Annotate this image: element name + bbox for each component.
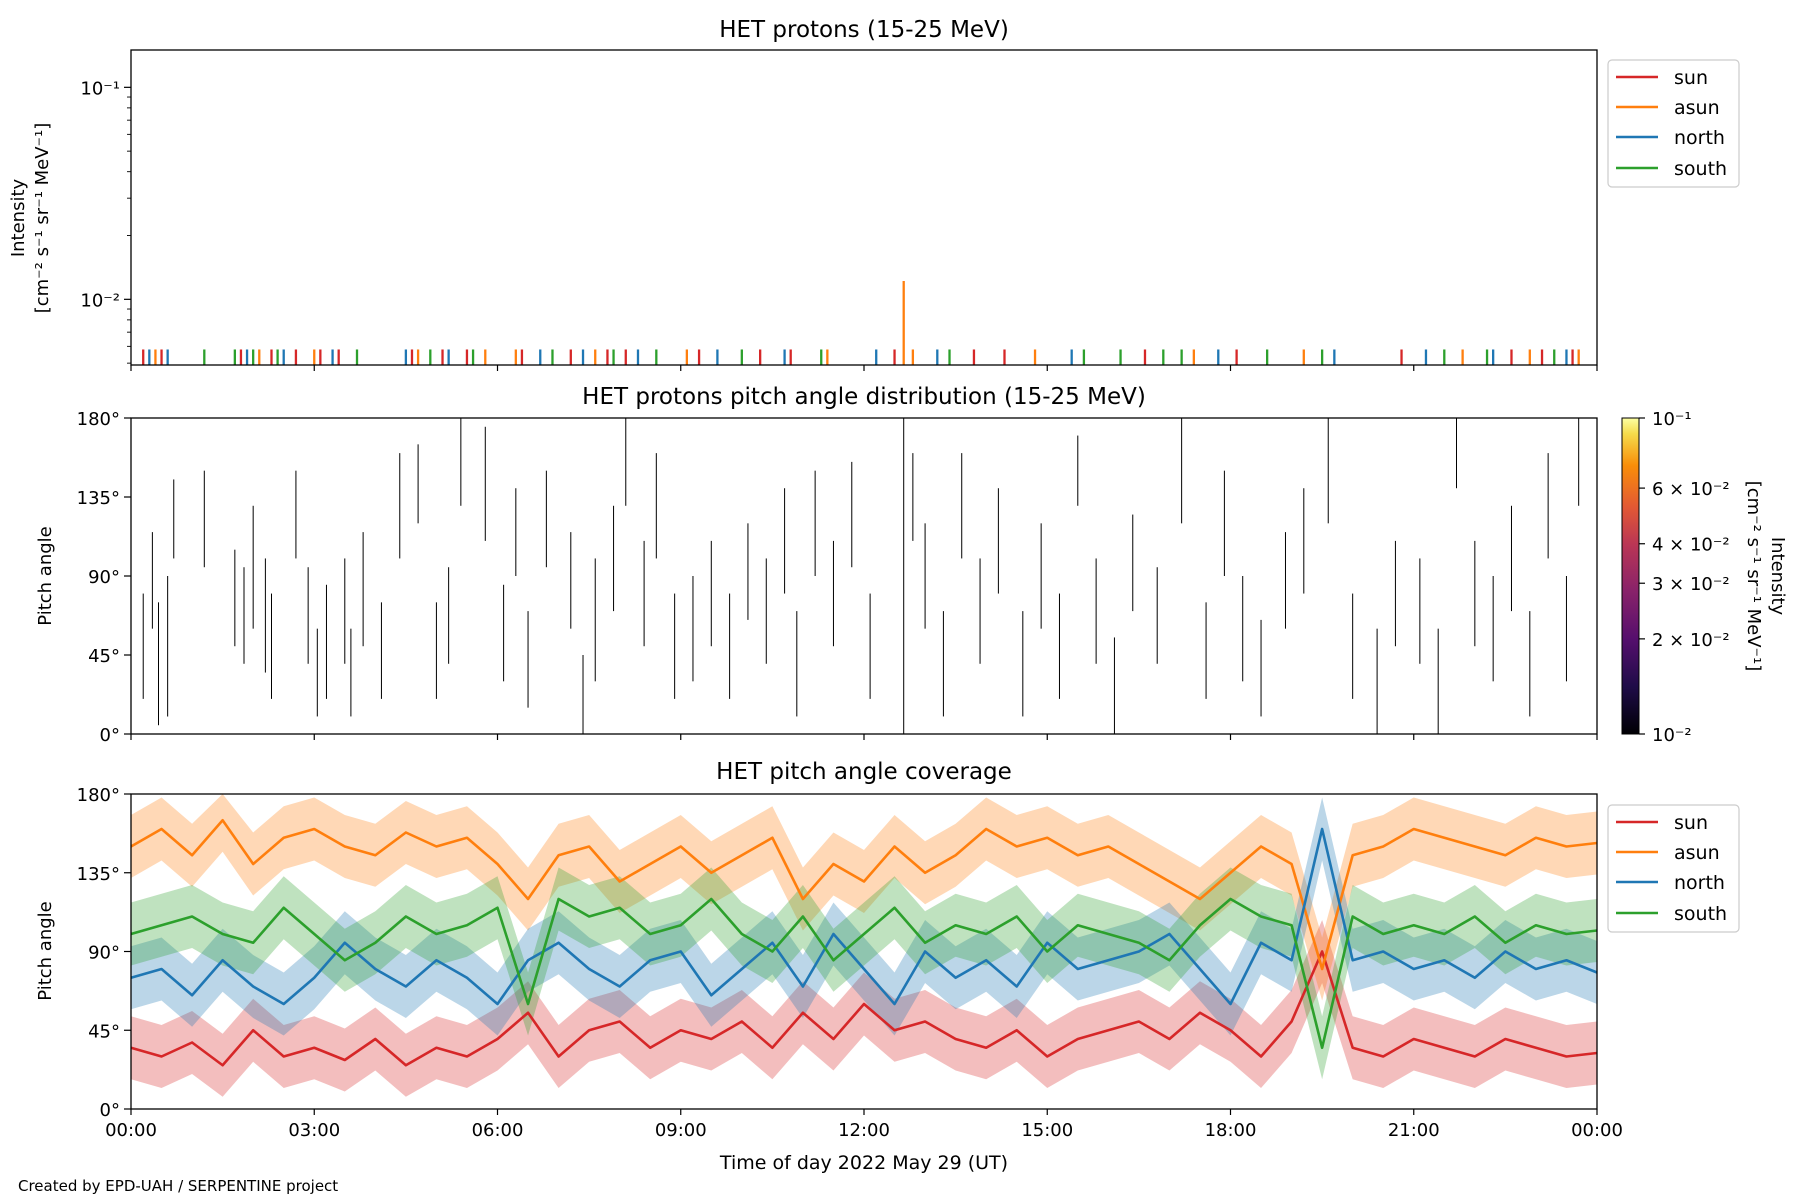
colorbar-label-line2: [cm⁻² s⁻¹ sr⁻¹ MeV⁻¹]	[1743, 481, 1764, 672]
panel-coverage: HET pitch angle coverage Pitch angle 0° 4…	[35, 759, 1739, 1121]
y-tick-label: 135°	[77, 488, 120, 509]
y-tick-label: 0°	[100, 725, 120, 746]
y-tick-label: 10⁻¹	[80, 78, 120, 99]
legend3-label-sun: sun	[1674, 812, 1708, 834]
y-tick-label: 135°	[77, 864, 120, 885]
panel2-ylabel: Pitch angle	[35, 526, 56, 625]
colorbar-label: Intensity [cm⁻² s⁻¹ sr⁻¹ MeV⁻¹]	[1743, 481, 1788, 672]
x-tick-label: 03:00	[288, 1120, 340, 1141]
panel-intensity: HET protons (15-25 MeV) Intensity [cm⁻² …	[8, 17, 1739, 365]
x-tick-label: 06:00	[472, 1120, 524, 1141]
panel2-title: HET protons pitch angle distribution (15…	[582, 384, 1146, 410]
colorbar-label-line1: Intensity	[1767, 537, 1788, 616]
legend1-label-north: north	[1674, 127, 1725, 149]
x-tick-label: 18:00	[1205, 1120, 1257, 1141]
colorbar-tick-label: 4 × 10⁻²	[1652, 535, 1730, 556]
y-tick-label: 45°	[88, 1021, 120, 1042]
legend1-label-asun: asun	[1674, 97, 1720, 119]
panel1-ylabel-line2: [cm⁻² s⁻¹ sr⁻¹ MeV⁻¹]	[32, 123, 53, 314]
panel3-ylabel: Pitch angle	[35, 901, 56, 1000]
colorbar	[1622, 418, 1639, 734]
colorbar-tick-label: 2 × 10⁻²	[1652, 630, 1730, 651]
legend3-label-north: north	[1674, 872, 1725, 894]
y-tick-label: 90°	[88, 567, 120, 588]
colorbar-tick-label: 10⁻¹	[1652, 409, 1692, 430]
x-tick-label: 00:00	[1571, 1120, 1623, 1141]
panel3-title: HET pitch angle coverage	[716, 759, 1012, 785]
panel1-title: HET protons (15-25 MeV)	[719, 17, 1009, 43]
figure: HET protons (15-25 MeV) Intensity [cm⁻² …	[0, 0, 1800, 1200]
panel-pad: HET protons pitch angle distribution (15…	[35, 384, 1788, 746]
x-tick-label: 21:00	[1388, 1120, 1440, 1141]
panel1-legend: sun asun north south	[1608, 60, 1739, 187]
footer-credit: Created by EPD-UAH / SERPENTINE project	[18, 1177, 338, 1195]
panel1-ylabel: Intensity [cm⁻² s⁻¹ sr⁻¹ MeV⁻¹]	[8, 123, 53, 314]
legend3-label-asun: asun	[1674, 842, 1720, 864]
x-tick-label: 12:00	[838, 1120, 890, 1141]
panel1-ylabel-line1: Intensity	[8, 178, 29, 257]
y-tick-label: 180°	[77, 409, 120, 430]
y-tick-label: 180°	[77, 785, 120, 806]
legend1-label-sun: sun	[1674, 67, 1708, 89]
y-tick-label: 45°	[88, 646, 120, 667]
y-tick-label: 0°	[100, 1100, 120, 1121]
y-tick-label: 90°	[88, 943, 120, 964]
legend1-label-south: south	[1674, 158, 1727, 180]
legend3-label-south: south	[1674, 903, 1727, 925]
x-tick-label: 09:00	[655, 1120, 707, 1141]
colorbar-tick-label: 3 × 10⁻²	[1652, 574, 1730, 595]
colorbar-tick-label: 10⁻²	[1652, 725, 1692, 746]
x-tick-label: 15:00	[1021, 1120, 1073, 1141]
y-tick-label: 10⁻²	[80, 290, 120, 311]
panel1-frame	[131, 50, 1597, 365]
panel3-legend: sun asun north south	[1608, 805, 1739, 932]
colorbar-tick-label: 6 × 10⁻²	[1652, 479, 1730, 500]
x-tick-label: 00:00	[105, 1120, 157, 1141]
x-axis-label: Time of day 2022 May 29 (UT)	[719, 1152, 1008, 1174]
